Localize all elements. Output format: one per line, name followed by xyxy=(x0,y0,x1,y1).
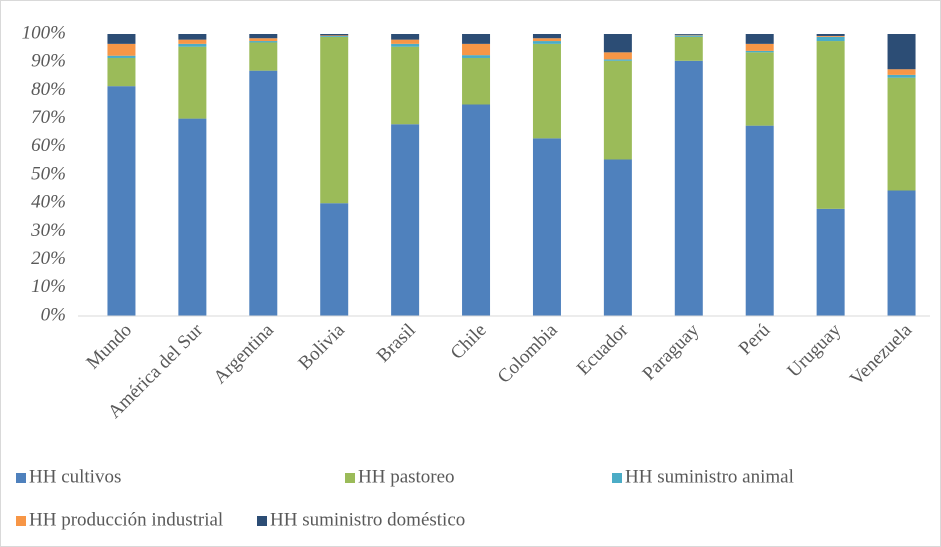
legend-swatch xyxy=(612,473,622,483)
bar-segment xyxy=(178,118,207,316)
legend-swatch xyxy=(16,516,26,526)
bar-segment xyxy=(178,43,207,47)
bar-segment xyxy=(532,34,561,39)
bar-segment xyxy=(816,36,845,42)
bar-segment xyxy=(107,43,136,56)
y-tick-label: 40% xyxy=(31,192,66,213)
legend-swatch xyxy=(345,473,355,483)
bar-segment xyxy=(391,124,420,317)
bar-segment xyxy=(532,41,561,44)
bar-segment xyxy=(462,34,491,44)
bar-segment xyxy=(107,57,136,87)
bar-segment xyxy=(816,41,845,209)
bar-segment xyxy=(674,36,703,61)
bar-segment xyxy=(391,46,420,125)
bar-segment xyxy=(178,46,207,119)
y-tick-label: 80% xyxy=(31,79,66,100)
bar-segment xyxy=(462,57,491,105)
bar-segment xyxy=(249,38,278,42)
bar-segment xyxy=(249,34,278,39)
y-tick-label: 100% xyxy=(22,22,66,43)
legend-label: HH pastoreo xyxy=(358,466,455,487)
bar-segment xyxy=(107,86,136,316)
bar-segment xyxy=(603,34,632,53)
bar-segment xyxy=(816,34,845,36)
legend-label: HH cultivos xyxy=(29,466,121,487)
y-tick-label: 0% xyxy=(41,304,66,325)
bar-segment xyxy=(745,125,774,317)
bar-segment xyxy=(107,34,136,44)
bar-segment xyxy=(674,35,703,37)
bar-segment xyxy=(391,34,420,40)
bar-segment xyxy=(462,104,491,316)
bar-segment xyxy=(603,52,632,60)
bar-segment xyxy=(178,39,207,44)
bar-segment xyxy=(816,208,845,316)
bar-segment xyxy=(603,159,632,316)
bar-segment xyxy=(320,34,349,36)
bar-segment xyxy=(320,36,349,204)
bar-segment xyxy=(532,138,561,316)
bar-segment xyxy=(745,34,774,44)
bar-segment xyxy=(462,55,491,58)
bar-segment xyxy=(249,42,278,71)
bar-segment xyxy=(391,43,420,47)
legend-label: HH producción industrial xyxy=(29,509,223,530)
bar-segment xyxy=(745,50,774,53)
y-tick-label: 20% xyxy=(31,248,66,269)
bar-segment xyxy=(249,70,278,316)
bar-segment xyxy=(320,35,349,37)
bar-segment xyxy=(745,43,774,51)
y-tick-label: 60% xyxy=(31,135,66,156)
bar-segment xyxy=(674,34,703,36)
bar-segment xyxy=(249,41,278,43)
y-tick-label: 70% xyxy=(31,107,66,128)
bar-segment xyxy=(816,35,845,37)
bar-segment xyxy=(107,55,136,58)
bar-segment xyxy=(887,34,916,70)
y-tick-label: 50% xyxy=(31,163,66,184)
bar-segment xyxy=(462,43,491,56)
bar-segment xyxy=(887,190,916,316)
bar-segment xyxy=(674,60,703,316)
bar-segment xyxy=(887,77,916,191)
bar-segment xyxy=(532,43,561,139)
bar-segment xyxy=(178,34,207,40)
bar-segment xyxy=(674,34,703,35)
bar-segment xyxy=(887,69,916,75)
y-tick-label: 90% xyxy=(31,51,66,72)
bar-segment xyxy=(603,59,632,61)
bar-segment xyxy=(532,38,561,42)
legend-swatch xyxy=(16,473,26,483)
bar-segment xyxy=(887,74,916,78)
bar-segment xyxy=(603,60,632,160)
bar-segment xyxy=(320,203,349,316)
bar-segment xyxy=(320,35,349,36)
y-tick-label: 10% xyxy=(31,276,66,297)
y-tick-label: 30% xyxy=(30,220,66,241)
bar-segment xyxy=(391,39,420,44)
legend-label: HH suministro animal xyxy=(625,466,794,487)
legend-swatch xyxy=(257,516,267,526)
bar-segment xyxy=(745,52,774,126)
legend-label: HH suministro doméstico xyxy=(270,509,465,530)
